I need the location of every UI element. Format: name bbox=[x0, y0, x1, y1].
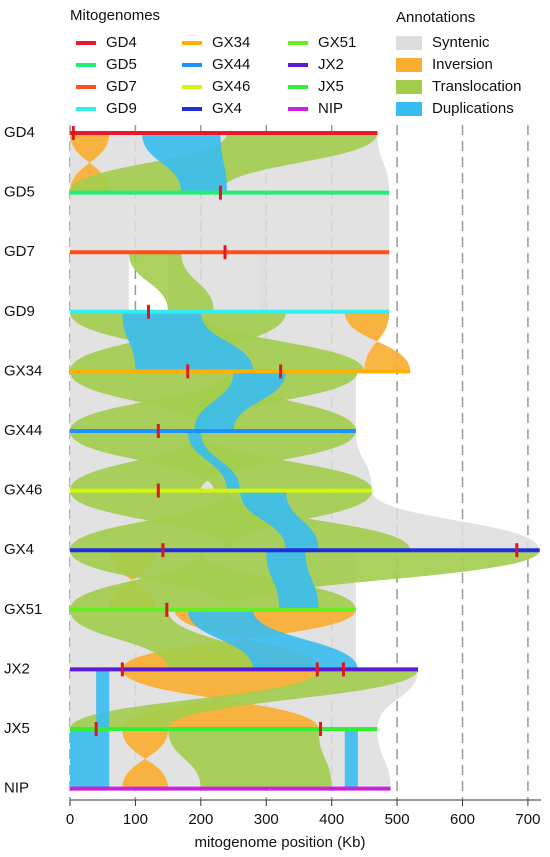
marker bbox=[186, 364, 190, 379]
ribbon bbox=[122, 311, 254, 372]
ribbon bbox=[194, 371, 286, 431]
legend-label: GX44 bbox=[212, 56, 250, 73]
legend-label: Inversion bbox=[432, 56, 493, 73]
x-tick-label: 300 bbox=[254, 811, 279, 828]
legend-label: GD9 bbox=[106, 100, 137, 117]
x-tick-label: 500 bbox=[385, 811, 410, 828]
legend-swatch bbox=[396, 80, 422, 94]
x-tick-label: 200 bbox=[188, 811, 213, 828]
marker bbox=[223, 245, 227, 260]
genome-label: NIP bbox=[4, 780, 29, 797]
genome-label: GD9 bbox=[4, 303, 35, 320]
ribbon bbox=[344, 729, 358, 789]
ribbon bbox=[259, 252, 390, 312]
marker bbox=[315, 662, 319, 677]
ribbon bbox=[122, 729, 169, 789]
ribbon bbox=[141, 133, 227, 193]
genome-label: GD7 bbox=[4, 243, 35, 260]
genome-label: GX46 bbox=[4, 482, 42, 499]
legend-label: GX4 bbox=[212, 100, 242, 117]
ribbon bbox=[70, 669, 419, 729]
legend-label: GX51 bbox=[318, 34, 356, 51]
genome-label: GD5 bbox=[4, 184, 35, 201]
legend-title: Mitogenomes bbox=[70, 7, 160, 24]
legend-label: Syntenic bbox=[432, 34, 490, 51]
genome-label: GX34 bbox=[4, 362, 42, 379]
marker bbox=[161, 543, 165, 558]
x-axis-label: mitogenome position (Kb) bbox=[195, 834, 366, 851]
marker bbox=[147, 304, 150, 319]
x-tick-label: 400 bbox=[319, 811, 344, 828]
genome-label: GX4 bbox=[4, 541, 34, 558]
legend-swatch bbox=[396, 58, 422, 72]
marker bbox=[156, 483, 160, 498]
marker bbox=[218, 185, 222, 200]
ribbon bbox=[344, 311, 411, 372]
legend-label: JX5 bbox=[318, 78, 344, 95]
ribbon bbox=[70, 609, 267, 670]
genome-label: GX51 bbox=[4, 601, 42, 618]
legend-swatch bbox=[396, 102, 422, 116]
x-tick-label: 100 bbox=[123, 811, 148, 828]
ribbon bbox=[266, 550, 319, 610]
ribbon bbox=[70, 729, 110, 789]
x-tick-label: 600 bbox=[450, 811, 475, 828]
genome-label: GX44 bbox=[4, 422, 42, 439]
ribbon bbox=[187, 609, 358, 670]
marker bbox=[515, 543, 519, 558]
legend-label: GD5 bbox=[106, 56, 137, 73]
x-tick-label: 700 bbox=[515, 811, 540, 828]
ribbon bbox=[128, 252, 214, 312]
marker bbox=[94, 722, 98, 736]
ribbon bbox=[96, 669, 110, 729]
marker bbox=[120, 662, 124, 677]
legend-label: GX34 bbox=[212, 34, 250, 51]
ribbon bbox=[70, 192, 390, 253]
marker bbox=[71, 126, 75, 140]
legend-label: Translocation bbox=[432, 78, 522, 95]
ribbon bbox=[240, 490, 319, 551]
legend-label: GD4 bbox=[106, 34, 137, 51]
ribbon bbox=[187, 431, 241, 491]
marker bbox=[156, 424, 160, 438]
legend-label: Duplications bbox=[432, 100, 514, 117]
annotation-title: Annotations bbox=[396, 9, 475, 26]
marker bbox=[279, 364, 283, 379]
x-tick-label: 0 bbox=[66, 811, 74, 828]
ribbon bbox=[70, 490, 373, 551]
ribbon bbox=[70, 252, 129, 312]
legend-swatch bbox=[396, 36, 422, 50]
legend-label: GX46 bbox=[212, 78, 250, 95]
marker bbox=[319, 722, 323, 736]
legend-label: JX2 bbox=[318, 56, 344, 73]
genome-label: JX2 bbox=[4, 660, 30, 677]
marker bbox=[341, 662, 345, 677]
genome-label: JX5 bbox=[4, 720, 30, 737]
genome-label: GD4 bbox=[4, 124, 35, 141]
legend-label: GD7 bbox=[106, 78, 137, 95]
marker bbox=[165, 602, 169, 617]
ribbon bbox=[168, 729, 332, 789]
legend-label: NIP bbox=[318, 100, 343, 117]
